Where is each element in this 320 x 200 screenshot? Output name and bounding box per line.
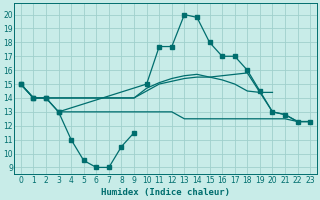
X-axis label: Humidex (Indice chaleur): Humidex (Indice chaleur) [101, 188, 230, 197]
